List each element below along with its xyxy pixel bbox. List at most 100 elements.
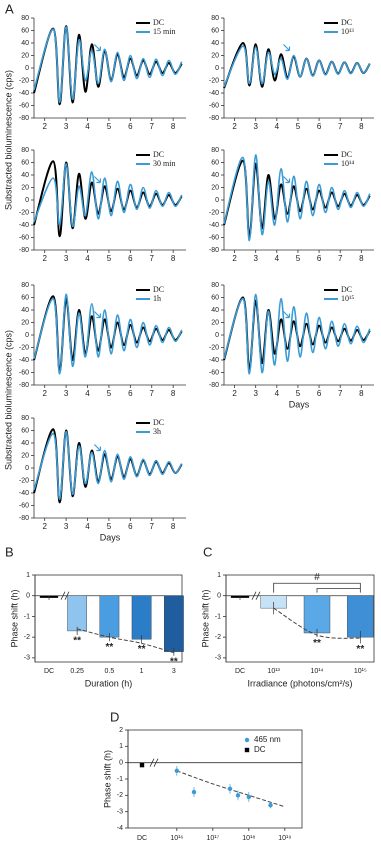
x-tick-label: 7 xyxy=(150,122,155,131)
y-tick-label: -3 xyxy=(215,655,221,662)
y-tick-label: 0 xyxy=(25,197,29,204)
bar xyxy=(67,595,87,632)
y-tick-label: 0 xyxy=(26,593,30,600)
y-tick-label: -80 xyxy=(19,247,29,254)
x-axis-title: Days xyxy=(100,532,121,542)
y-tick-label: -2 xyxy=(215,634,221,641)
y-tick-label: 20 xyxy=(21,452,29,459)
legend-label: DC xyxy=(254,745,266,754)
x-tick-label: 10¹⁴ xyxy=(310,668,323,675)
y-tick-label: -40 xyxy=(19,490,29,497)
y-tick-label: -1 xyxy=(24,613,30,620)
x-tick-label: 8 xyxy=(359,254,364,263)
y-tick-label: -3 xyxy=(24,655,30,662)
y-tick-label: 60 xyxy=(21,27,29,34)
axis-break xyxy=(251,591,261,600)
x-tick-label: 4 xyxy=(275,122,280,131)
y-tick-label: -4 xyxy=(117,825,123,832)
x-tick-label: 10¹⁷ xyxy=(206,835,219,842)
x-tick-label: 6 xyxy=(317,122,322,131)
y-tick-label: -80 xyxy=(209,247,219,254)
point xyxy=(191,789,197,795)
y-tick-label: -20 xyxy=(209,344,219,351)
y-tick-label: -20 xyxy=(209,209,219,216)
point xyxy=(227,786,233,791)
point xyxy=(139,762,145,768)
bracket-label: # xyxy=(314,572,320,583)
y-tick-label: -80 xyxy=(209,382,219,389)
y-tick-label: 0 xyxy=(215,197,219,204)
x-tick-label: 6 xyxy=(128,522,133,531)
y-tick-label: -80 xyxy=(209,115,219,122)
x-tick-label: 10¹⁹ xyxy=(278,835,291,842)
y-axis-title: Substracted bioluminescence (cps) xyxy=(3,70,13,210)
x-tick-label: 5 xyxy=(296,122,301,131)
legend-label: 30 min xyxy=(153,159,175,168)
y-tick-label: -20 xyxy=(19,209,29,216)
point xyxy=(174,768,180,774)
y-tick-label: 40 xyxy=(211,307,219,314)
x-tick-label: 3 xyxy=(64,389,69,398)
y-tick-label: 0 xyxy=(215,332,219,339)
legend-label: DC xyxy=(341,18,352,27)
frame xyxy=(127,729,303,829)
y-tick-label: 20 xyxy=(211,52,219,59)
x-tick-label: 7 xyxy=(150,254,155,263)
y-tick-label: -40 xyxy=(209,357,219,364)
y-tick-label: -60 xyxy=(19,234,29,241)
series-line xyxy=(223,293,371,375)
frame xyxy=(225,574,375,663)
legend-label: 10¹⁴ xyxy=(341,159,354,168)
y-axis-title: Substracted bioluminescence (cps) xyxy=(3,330,13,470)
bar xyxy=(99,595,120,638)
y-tick-label: 2 xyxy=(119,727,123,734)
significance: ** xyxy=(170,656,178,667)
fit-line xyxy=(77,628,175,654)
y-tick-label: -40 xyxy=(209,222,219,229)
y-tick-label: -20 xyxy=(19,477,29,484)
x-tick-label: 5 xyxy=(107,122,112,131)
y-tick-label: -40 xyxy=(19,90,29,97)
x-tick-label: DC xyxy=(44,668,54,675)
y-tick-label: 1 xyxy=(217,572,221,579)
y-tick-label: 60 xyxy=(211,294,219,301)
x-tick-label: 6 xyxy=(317,389,322,398)
y-tick-label: 60 xyxy=(211,159,219,166)
x-tick-label: 5 xyxy=(107,254,112,263)
significance: ** xyxy=(105,642,113,653)
x-tick-label: 10¹⁶ xyxy=(170,835,183,842)
y-tick-label: -60 xyxy=(19,102,29,109)
y-tick-label: -80 xyxy=(19,115,29,122)
y-tick-label: 0 xyxy=(215,65,219,72)
legend-label: DC xyxy=(153,285,164,294)
axis-break xyxy=(60,591,70,600)
y-tick-label: -60 xyxy=(19,369,29,376)
legend-label: 465 nm xyxy=(254,735,281,744)
y-tick-label: 80 xyxy=(211,147,219,154)
fit-line xyxy=(273,607,361,639)
panel-label: D xyxy=(110,709,119,724)
legend-label: DC xyxy=(153,150,164,159)
y-tick-label: -80 xyxy=(19,382,29,389)
significance: ** xyxy=(138,644,146,655)
x-tick-label: 2 xyxy=(42,389,47,398)
x-tick-label: 3 xyxy=(172,668,176,675)
x-tick-label: 4 xyxy=(85,254,90,263)
y-axis-title: Phase shift (h) xyxy=(9,589,19,647)
significance: ** xyxy=(73,636,81,647)
x-axis-title: Duration (h) xyxy=(85,678,133,688)
arrow xyxy=(93,176,101,184)
y-tick-label: -3 xyxy=(117,809,123,816)
y-tick-label: -60 xyxy=(209,369,219,376)
panel-label: A xyxy=(5,1,14,16)
x-tick-label: 8 xyxy=(359,389,364,398)
y-tick-label: 40 xyxy=(21,172,29,179)
x-tick-label: 5 xyxy=(296,254,301,263)
legend-label: DC xyxy=(341,285,352,294)
bar xyxy=(303,595,331,634)
x-tick-label: 5 xyxy=(107,389,112,398)
x-axis-title: Days xyxy=(289,399,310,409)
y-tick-label: 60 xyxy=(211,27,219,34)
x-tick-label: 2 xyxy=(232,122,237,131)
x-tick-label: 10¹³ xyxy=(267,668,280,675)
